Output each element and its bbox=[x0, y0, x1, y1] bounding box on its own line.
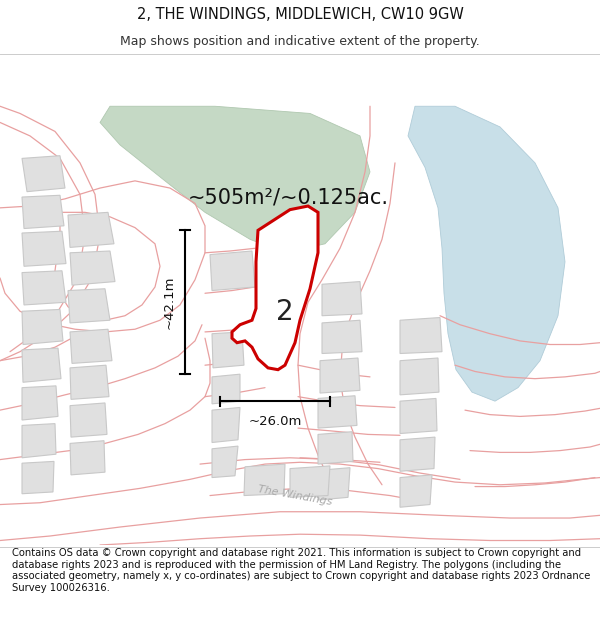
Polygon shape bbox=[22, 156, 65, 192]
Polygon shape bbox=[212, 446, 238, 478]
Polygon shape bbox=[22, 348, 61, 382]
Polygon shape bbox=[70, 365, 109, 399]
Polygon shape bbox=[100, 106, 370, 252]
Polygon shape bbox=[68, 213, 114, 248]
Polygon shape bbox=[400, 437, 435, 471]
Polygon shape bbox=[22, 271, 66, 305]
Polygon shape bbox=[318, 396, 357, 428]
Polygon shape bbox=[322, 320, 362, 354]
Polygon shape bbox=[322, 282, 362, 316]
Polygon shape bbox=[70, 329, 112, 363]
Polygon shape bbox=[400, 318, 442, 354]
Text: ~505m²/~0.125ac.: ~505m²/~0.125ac. bbox=[188, 187, 389, 207]
Polygon shape bbox=[318, 468, 350, 500]
Polygon shape bbox=[22, 195, 64, 229]
Polygon shape bbox=[210, 251, 255, 291]
Polygon shape bbox=[400, 399, 437, 434]
Polygon shape bbox=[408, 106, 565, 401]
Text: The Windings: The Windings bbox=[257, 484, 333, 507]
Polygon shape bbox=[232, 206, 318, 369]
Polygon shape bbox=[22, 309, 63, 344]
Polygon shape bbox=[212, 332, 244, 368]
Polygon shape bbox=[70, 403, 107, 437]
Polygon shape bbox=[68, 289, 110, 323]
Text: 2: 2 bbox=[277, 298, 294, 326]
Polygon shape bbox=[244, 464, 285, 496]
Text: Map shows position and indicative extent of the property.: Map shows position and indicative extent… bbox=[120, 35, 480, 48]
Polygon shape bbox=[318, 432, 353, 464]
Polygon shape bbox=[70, 441, 105, 475]
Polygon shape bbox=[400, 358, 439, 395]
Polygon shape bbox=[22, 461, 54, 494]
Polygon shape bbox=[320, 358, 360, 393]
Text: Contains OS data © Crown copyright and database right 2021. This information is : Contains OS data © Crown copyright and d… bbox=[12, 548, 590, 593]
Polygon shape bbox=[22, 424, 56, 458]
Polygon shape bbox=[70, 251, 115, 285]
Polygon shape bbox=[290, 466, 330, 498]
Polygon shape bbox=[400, 475, 432, 508]
Text: ~26.0m: ~26.0m bbox=[248, 414, 302, 428]
Polygon shape bbox=[212, 374, 240, 404]
Text: ~42.1m: ~42.1m bbox=[163, 276, 176, 329]
Polygon shape bbox=[212, 408, 240, 442]
Polygon shape bbox=[22, 231, 66, 266]
Polygon shape bbox=[22, 386, 58, 420]
Text: 2, THE WINDINGS, MIDDLEWICH, CW10 9GW: 2, THE WINDINGS, MIDDLEWICH, CW10 9GW bbox=[137, 8, 463, 22]
